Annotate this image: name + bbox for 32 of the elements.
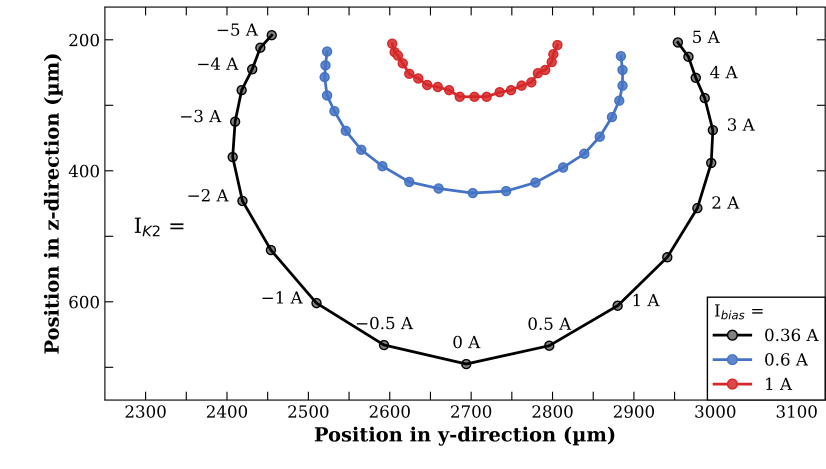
annotation: 0 A	[453, 336, 480, 348]
x-tick-label: 2300	[126, 405, 166, 418]
x-tick-label: 2900	[614, 405, 654, 418]
y-axis-title: Position in z-direction (µm)	[44, 54, 63, 354]
annotation: 0.5 A	[528, 317, 572, 330]
x-tick-label: 2600	[370, 405, 410, 418]
x-tick-label: 3100	[776, 405, 817, 418]
legend-label: 0.36 A	[765, 328, 819, 342]
y-tick-label: 200	[69, 34, 99, 46]
x-tick-label: 2800	[532, 405, 573, 418]
annotation: 2 A	[712, 196, 740, 209]
legend-title: I$_{bias}$ =	[714, 304, 763, 320]
x-tick-label: 2400	[206, 405, 248, 418]
x-tick-label: 3000	[695, 405, 736, 418]
annotation: 1 A	[634, 294, 660, 306]
annotation: −0.5 A	[356, 316, 414, 330]
legend-label: 0.6 A	[765, 353, 808, 366]
annotation: 4 A	[710, 66, 738, 78]
annotation: −3 A	[181, 110, 222, 122]
annotation: 5 A	[693, 30, 720, 44]
x-axis-title: Position in y-direction (µm)	[314, 426, 614, 446]
annotation: −4 A	[198, 57, 238, 70]
x-tick-label: 2500	[288, 405, 328, 418]
y-tick-label: 400	[68, 164, 99, 178]
annotation: I$_{K2}$ =	[134, 218, 184, 236]
annotation: −2 A	[188, 188, 229, 202]
y-tick-label: 600	[69, 296, 99, 308]
legend-label: 1 A	[766, 378, 792, 390]
x-tick-label: 2700	[451, 405, 492, 418]
annotation: −5 A	[218, 23, 258, 36]
annotation: −1 A	[262, 291, 303, 304]
annotation: 3 A	[728, 118, 755, 131]
